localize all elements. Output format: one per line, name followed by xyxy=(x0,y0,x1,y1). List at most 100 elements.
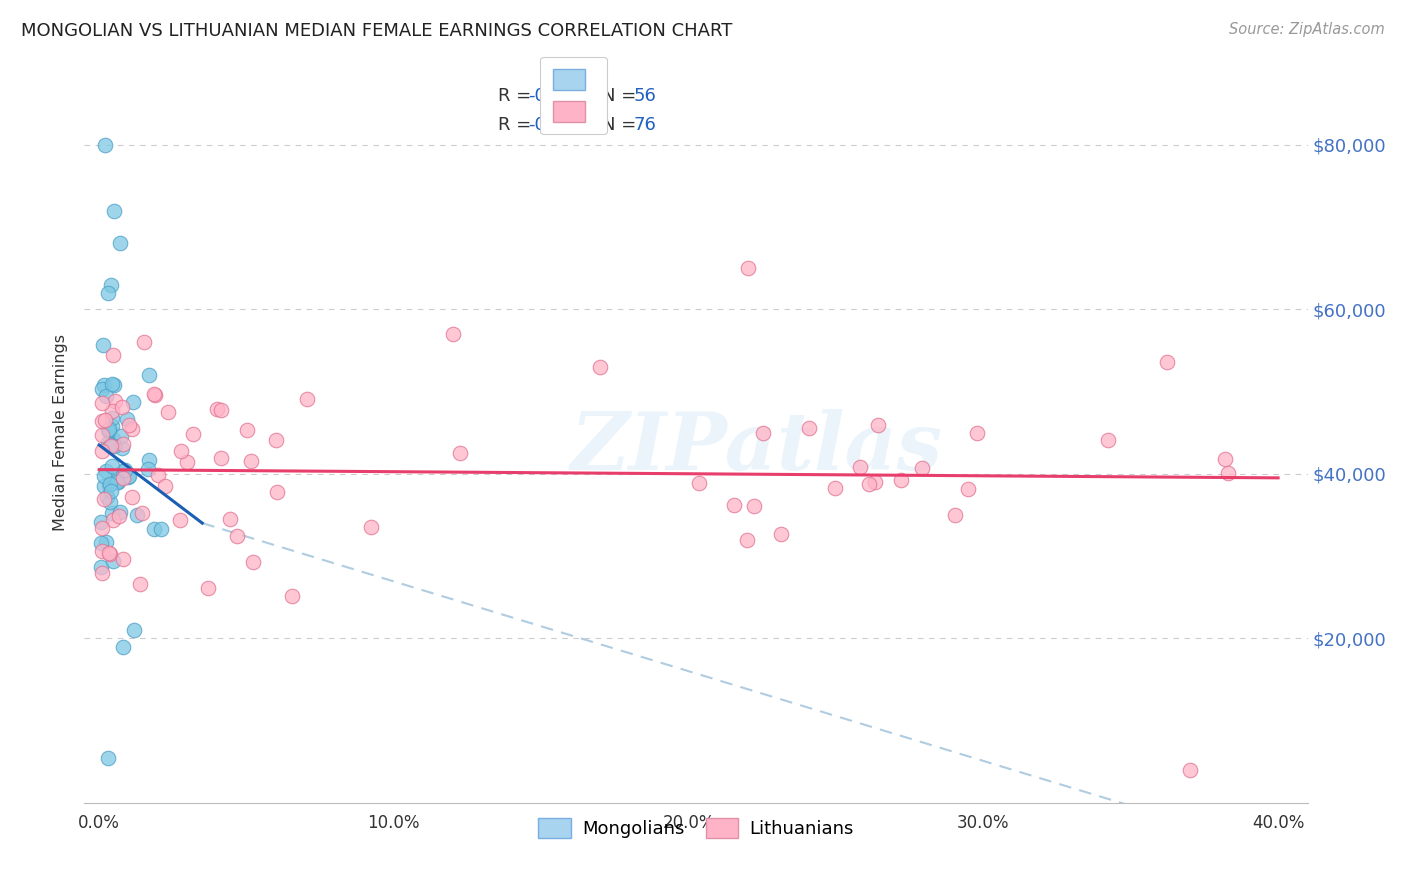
Point xyxy=(108,236,131,251)
Point xyxy=(146,468,169,483)
Point xyxy=(170,444,193,458)
Point xyxy=(100,483,122,498)
Point xyxy=(360,520,382,534)
Text: Source: ZipAtlas.com: Source: ZipAtlas.com xyxy=(1229,22,1385,37)
Point xyxy=(101,404,124,418)
Point xyxy=(97,436,120,450)
Point xyxy=(94,535,117,549)
Point xyxy=(94,464,117,478)
Point xyxy=(225,529,247,543)
Point xyxy=(209,403,232,417)
Point xyxy=(93,492,115,507)
Point xyxy=(143,522,166,536)
Point xyxy=(93,479,115,493)
Point xyxy=(117,470,139,484)
Text: N =: N = xyxy=(602,116,641,134)
Point xyxy=(143,388,166,402)
Point xyxy=(91,566,114,581)
Point xyxy=(91,337,114,351)
Point xyxy=(735,533,758,547)
Point xyxy=(100,376,122,391)
Text: 56: 56 xyxy=(634,87,657,104)
Point xyxy=(264,434,287,448)
Point xyxy=(236,423,259,437)
Point xyxy=(209,450,232,465)
Point xyxy=(134,335,156,350)
Point xyxy=(138,368,160,382)
Point xyxy=(219,512,242,526)
Point xyxy=(118,469,141,483)
Point xyxy=(101,410,124,425)
Point xyxy=(103,203,125,218)
Point xyxy=(752,426,775,441)
Point xyxy=(1178,763,1201,777)
Point xyxy=(966,425,988,440)
Point xyxy=(121,421,143,435)
Point xyxy=(91,382,114,396)
Point xyxy=(104,474,127,488)
Point xyxy=(297,392,319,407)
Point xyxy=(111,441,134,455)
Point xyxy=(441,326,464,341)
Point xyxy=(98,478,121,492)
Point xyxy=(115,412,138,426)
Point xyxy=(97,545,120,559)
Point xyxy=(101,419,124,434)
Text: R =: R = xyxy=(498,87,537,104)
Text: ZIPatlas: ZIPatlas xyxy=(571,409,943,486)
Point xyxy=(131,506,153,520)
Point xyxy=(866,418,889,433)
Point xyxy=(98,437,121,451)
Point xyxy=(858,476,880,491)
Point xyxy=(723,498,745,512)
Point xyxy=(1216,466,1239,480)
Point xyxy=(157,405,180,419)
Point xyxy=(98,494,121,508)
Point xyxy=(97,423,120,437)
Point xyxy=(90,515,112,529)
Point xyxy=(118,417,141,432)
Point xyxy=(848,460,870,475)
Point xyxy=(111,551,134,566)
Point xyxy=(108,508,131,523)
Point xyxy=(136,461,159,475)
Point xyxy=(91,444,114,458)
Point xyxy=(142,387,165,401)
Point xyxy=(956,482,979,496)
Point xyxy=(97,422,120,436)
Point xyxy=(280,589,302,603)
Point xyxy=(589,359,612,374)
Point xyxy=(197,581,219,595)
Point xyxy=(239,453,262,467)
Point xyxy=(100,277,122,292)
Y-axis label: Median Female Earnings: Median Female Earnings xyxy=(53,334,69,531)
Point xyxy=(169,513,191,527)
Point xyxy=(111,437,134,451)
Point xyxy=(125,508,148,522)
Point xyxy=(101,348,124,362)
Point xyxy=(100,476,122,491)
Point xyxy=(769,526,792,541)
Point xyxy=(121,394,143,409)
Point xyxy=(93,378,115,392)
Point xyxy=(124,623,146,637)
Point xyxy=(205,402,228,417)
Point xyxy=(90,535,112,549)
Point xyxy=(111,464,134,478)
Point xyxy=(1156,355,1178,369)
Point xyxy=(97,424,120,438)
Point xyxy=(114,462,136,476)
Point xyxy=(91,396,114,410)
Point xyxy=(797,420,820,434)
Point xyxy=(744,499,766,513)
Point xyxy=(149,522,172,536)
Point xyxy=(96,490,118,504)
Point xyxy=(90,560,112,574)
Point xyxy=(824,481,846,495)
Point xyxy=(101,513,124,527)
Text: R =: R = xyxy=(498,116,537,134)
Point xyxy=(103,432,125,446)
Text: -0.012: -0.012 xyxy=(529,116,586,134)
Legend: Mongolians, Lithuanians: Mongolians, Lithuanians xyxy=(531,810,860,846)
Point xyxy=(110,429,132,443)
